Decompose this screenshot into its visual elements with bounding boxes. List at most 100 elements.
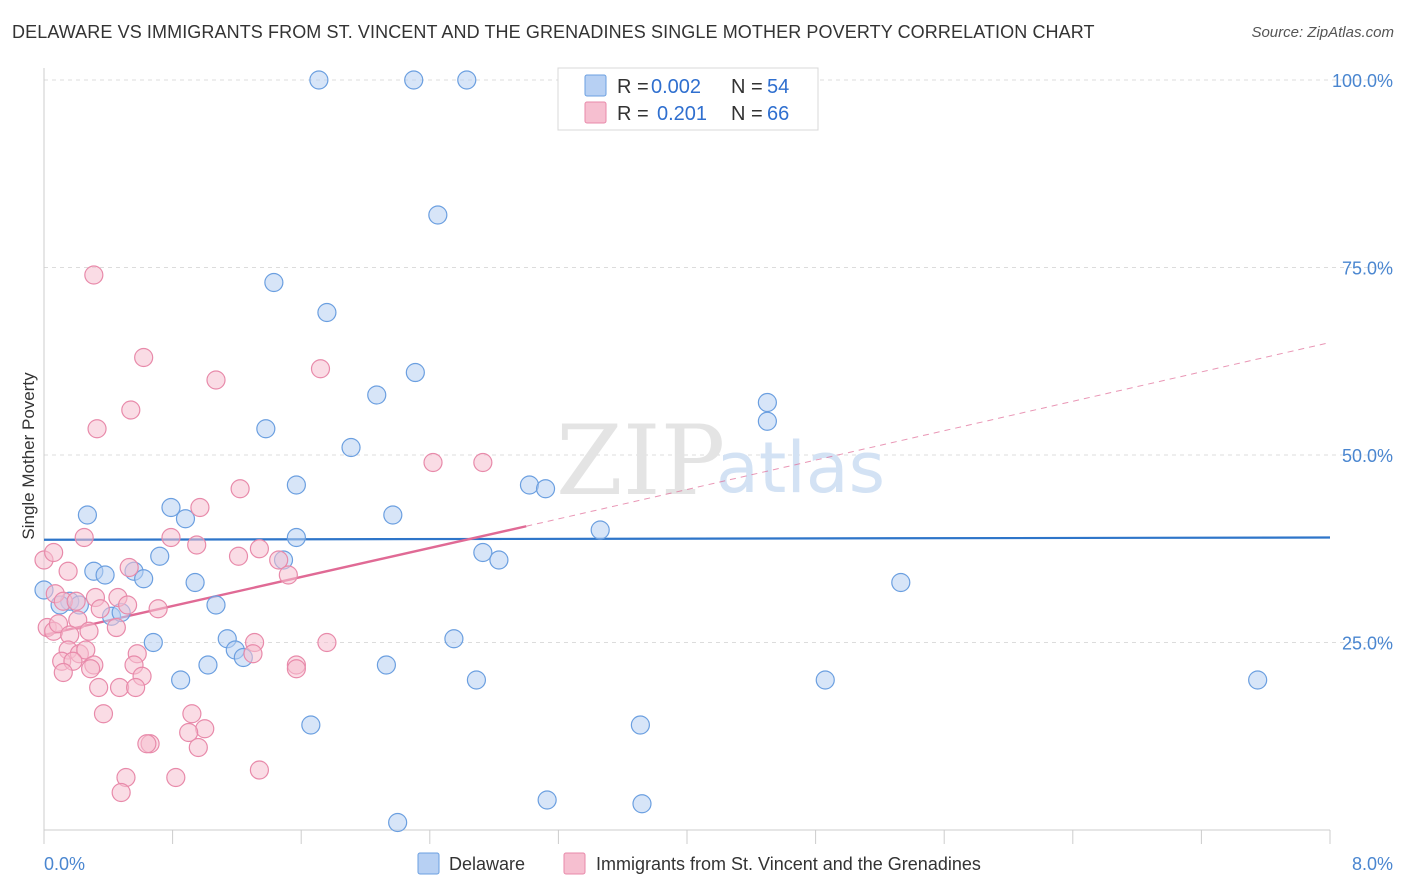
delaware-point (150, 546, 170, 566)
series-legend-label-immigrants: Immigrants from St. Vincent and the Gren… (596, 854, 981, 874)
delaware-point (286, 527, 306, 548)
delaware-point (388, 812, 408, 833)
axes: 25.0% 50.0% 75.0% 100.0% 0.0% 8.0% (43, 68, 1393, 874)
immigrants-point (109, 677, 130, 698)
immigrants-point (93, 704, 114, 724)
immigrants-point (79, 621, 99, 641)
series-legend-label-delaware: Delaware (449, 854, 525, 874)
immigrants-point (76, 640, 96, 660)
immigrants-point (58, 561, 78, 581)
delaware-point (95, 565, 115, 585)
immigrants-point (243, 644, 263, 664)
immigrants-point (89, 677, 109, 698)
immigrants-point (182, 704, 202, 724)
immigrants-point (179, 722, 199, 743)
grid-lines (44, 79, 1392, 643)
immigrants-point (66, 591, 86, 611)
legend-n-label: N = (731, 103, 763, 125)
delaware-point (757, 392, 777, 413)
immigrants-point (81, 659, 101, 679)
legend-swatch-immigrants (584, 101, 607, 124)
delaware-point (519, 475, 540, 495)
delaware-point (590, 520, 610, 540)
immigrants-point (117, 595, 138, 615)
delaware-point (77, 505, 98, 525)
immigrants-point (249, 539, 270, 559)
legend-n-label: N = (731, 76, 763, 98)
watermark-atlas: atlas (716, 427, 885, 509)
delaware-point (317, 302, 337, 323)
immigrants-point (74, 527, 94, 548)
delaware-point (185, 572, 205, 593)
immigrants-point (44, 542, 64, 563)
immigrants-point (230, 479, 250, 499)
delaware-point (632, 794, 652, 814)
delaware-point (1248, 670, 1268, 690)
delaware-point (143, 632, 163, 653)
data-points (34, 70, 1268, 833)
immigrants-point (190, 497, 210, 518)
series-legend: Delaware Immigrants from St. Vincent and… (417, 852, 981, 875)
immigrants-point (188, 737, 208, 758)
delaware-point (537, 790, 557, 810)
delaware-point (757, 411, 777, 431)
delaware-point (341, 437, 361, 458)
delaware-point (404, 70, 424, 90)
delaware-point (309, 70, 329, 90)
delaware-point (264, 272, 284, 293)
immigrants-point (317, 632, 337, 653)
y-axis-label: Single Mother Poverty (19, 372, 38, 540)
legend-r-value: 0.201 (657, 103, 707, 125)
immigrants-point (473, 452, 493, 473)
delaware-point (301, 715, 321, 735)
legend-n-value: 66 (767, 103, 789, 125)
immigrants-point (121, 400, 141, 420)
series-legend-swatch-immigrants (563, 852, 586, 875)
delaware-point (891, 572, 911, 593)
y-tick-label: 25.0% (1342, 634, 1393, 654)
immigrants-point (53, 662, 73, 683)
immigrants-point (286, 659, 306, 679)
delaware-point (473, 542, 493, 563)
immigrants-point (206, 370, 226, 390)
legend-n-value: 54 (767, 76, 789, 98)
delaware-point (134, 569, 154, 589)
delaware-point (161, 497, 181, 518)
delaware-point (376, 655, 396, 675)
immigrants-point (269, 550, 289, 570)
legend-r-label: R = (617, 76, 649, 98)
immigrants-point (84, 265, 104, 285)
immigrants-trend-extension (526, 342, 1331, 527)
y-tick-label: 75.0% (1342, 259, 1393, 279)
y-tick-label: 50.0% (1342, 446, 1393, 466)
delaware-point (815, 670, 835, 690)
immigrants-point (310, 359, 331, 379)
delaware-point (256, 419, 276, 439)
correlation-legend: R = 0.002 N = 54 R = 0.201 N = 66 (557, 67, 819, 131)
watermark: ZIP atlas (556, 405, 885, 517)
delaware-point (428, 205, 448, 225)
watermark-zip: ZIP (556, 405, 725, 517)
series-legend-swatch-delaware (417, 852, 440, 875)
legend-swatch-delaware (584, 74, 607, 97)
y-tick-label: 100.0% (1332, 71, 1393, 91)
immigrants-point (137, 734, 157, 754)
immigrants-point (119, 557, 139, 578)
immigrants-point (148, 599, 168, 619)
delaware-trend-line (43, 536, 1331, 541)
delaware-point (198, 655, 218, 675)
immigrants-point (161, 527, 181, 548)
delaware-point (383, 505, 403, 525)
delaware-point (535, 479, 556, 499)
immigrants-point (228, 546, 249, 566)
immigrants-point (195, 719, 215, 739)
delaware-point (367, 385, 387, 405)
delaware-point (466, 670, 487, 690)
immigrants-point (423, 452, 443, 473)
immigrants-point (187, 535, 207, 555)
delaware-point (171, 670, 191, 690)
chart-source: Source: ZipAtlas.com (1251, 24, 1394, 41)
legend-r-label: R = (617, 103, 649, 125)
delaware-point (405, 362, 425, 383)
